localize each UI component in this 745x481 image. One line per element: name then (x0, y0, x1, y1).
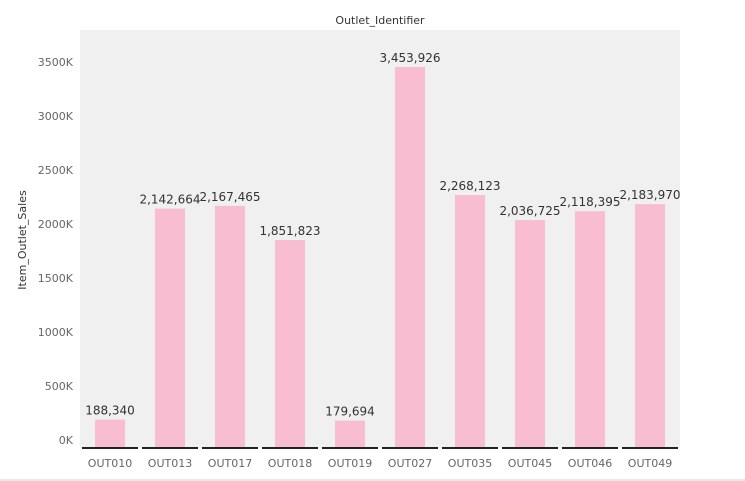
bar (635, 204, 665, 448)
y-axis-title: Item_Outlet_Sales (16, 190, 29, 290)
bar (155, 208, 185, 448)
bar (575, 211, 605, 448)
bar (455, 195, 485, 448)
bar-value-label: 2,268,123 (439, 179, 500, 193)
y-tick-label: 2000K (38, 218, 74, 231)
x-tick-label: OUT017 (208, 457, 252, 470)
bar-value-label: 179,694 (325, 405, 375, 419)
y-tick-label: 2500K (38, 164, 74, 177)
x-tick-label: OUT019 (328, 457, 372, 470)
x-tick-label: OUT035 (448, 457, 492, 470)
bar-value-label: 2,118,395 (559, 195, 620, 209)
bar (395, 66, 425, 449)
y-tick-label: 1000K (38, 326, 74, 339)
x-tick-label: OUT045 (508, 457, 552, 470)
y-tick-label: 0K (59, 434, 74, 447)
bar-value-label: 1,851,823 (259, 224, 320, 238)
bar (335, 420, 365, 448)
x-tick-label: OUT049 (628, 457, 672, 470)
bar-value-label: 2,167,465 (199, 190, 260, 204)
y-tick-label: 3000K (38, 110, 74, 123)
y-tick-label: 1500K (38, 272, 74, 285)
y-axis-ticks: 0K 500K 1000K 1500K 2000K 2500K 3000K 3500K (38, 56, 74, 447)
y-tick-label: 500K (45, 380, 74, 393)
bar (515, 220, 545, 448)
bar-value-label: 2,036,725 (499, 204, 560, 218)
x-tick-label: OUT018 (268, 457, 312, 470)
bar-value-label: 2,142,664 (139, 193, 200, 207)
chart-title: Outlet_Identifier (335, 14, 425, 27)
x-tick-label: OUT013 (148, 457, 192, 470)
bar (215, 205, 245, 448)
x-axis-ticks: OUT010 OUT013 OUT017 OUT018 OUT019 OUT027 OUT0… (88, 457, 672, 470)
y-tick-label: 3500K (38, 56, 74, 69)
bar (275, 240, 305, 448)
bar-value-label: 188,340 (85, 404, 135, 418)
bars-group (95, 66, 665, 449)
bar-value-label: 2,183,970 (619, 188, 680, 202)
x-tick-label: OUT027 (388, 457, 432, 470)
x-tick-label: OUT046 (568, 457, 612, 470)
bar (95, 419, 125, 448)
bar-value-label: 3,453,926 (379, 51, 440, 65)
x-tick-label: OUT010 (88, 457, 132, 470)
